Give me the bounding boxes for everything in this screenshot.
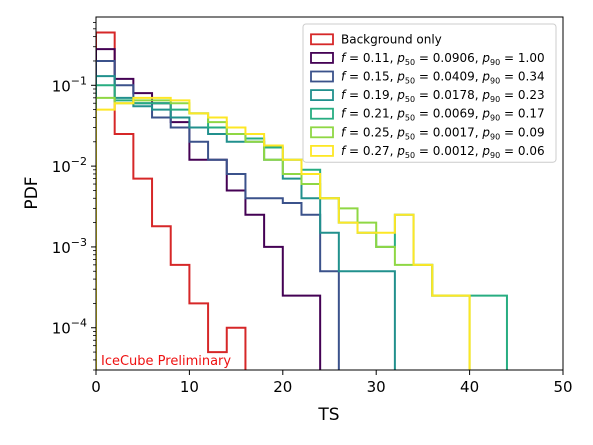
histogram-series-2: [96, 59, 340, 370]
legend-entry: Background only: [341, 32, 442, 46]
legend-box: [302, 23, 557, 163]
histogram-series-group: [96, 31, 508, 370]
x-tick-label: 40: [460, 378, 479, 396]
watermark-label: IceCube Preliminary: [101, 354, 231, 369]
x-tick-label: 50: [553, 378, 572, 396]
legend-entry: f = 0.15, p50 = 0.0409, p90 = 0.34: [341, 70, 545, 86]
legend-swatch: [310, 52, 334, 64]
legend-entry: f = 0.27, p50 = 0.0012, p90 = 0.06: [341, 144, 545, 160]
x-tick-label: 0: [91, 378, 101, 396]
histogram-series-6: [96, 96, 471, 370]
histogram-series-3: [96, 75, 396, 370]
x-tick-label: 30: [367, 378, 386, 396]
y-tick-label: 10−4: [52, 317, 87, 338]
legend-entry: f = 0.21, p50 = 0.0069, p90 = 0.17: [341, 107, 545, 123]
y-tick-label: 10−1: [52, 74, 87, 95]
x-axis-label: TS: [317, 405, 339, 425]
x-tick-label: 10: [180, 378, 199, 396]
legend-entry: f = 0.19, p50 = 0.0178, p90 = 0.23: [341, 88, 545, 104]
y-tick-label: 10−3: [52, 236, 87, 257]
x-axis: 0 10 20 30 40 50: [91, 370, 573, 396]
y-tick-label: 10−2: [52, 155, 87, 176]
histogram-series-1: [96, 48, 322, 370]
plot-frame: [95, 16, 564, 371]
legend-swatch: [310, 89, 334, 101]
legend-swatch: [310, 107, 334, 120]
x-tick-label: 20: [273, 378, 292, 396]
y-axis: 10−4 10−3 10−2 10−1: [52, 22, 96, 371]
legend-swatch: [310, 126, 334, 139]
legend-entry: f = 0.11, p50 = 0.0906, p90 = 1.00: [341, 51, 545, 67]
y-axis-label: PDF: [22, 176, 42, 209]
legend-swatch: [310, 70, 334, 83]
legend-entry: f = 0.25, p50 = 0.0017, p90 = 0.09: [341, 125, 545, 141]
legend-swatch: [310, 33, 334, 46]
legend: Background only f = 0.11, p50 = 0.0906, p…: [302, 23, 557, 163]
legend-swatch: [310, 144, 334, 157]
histogram-series-0: [96, 31, 247, 370]
